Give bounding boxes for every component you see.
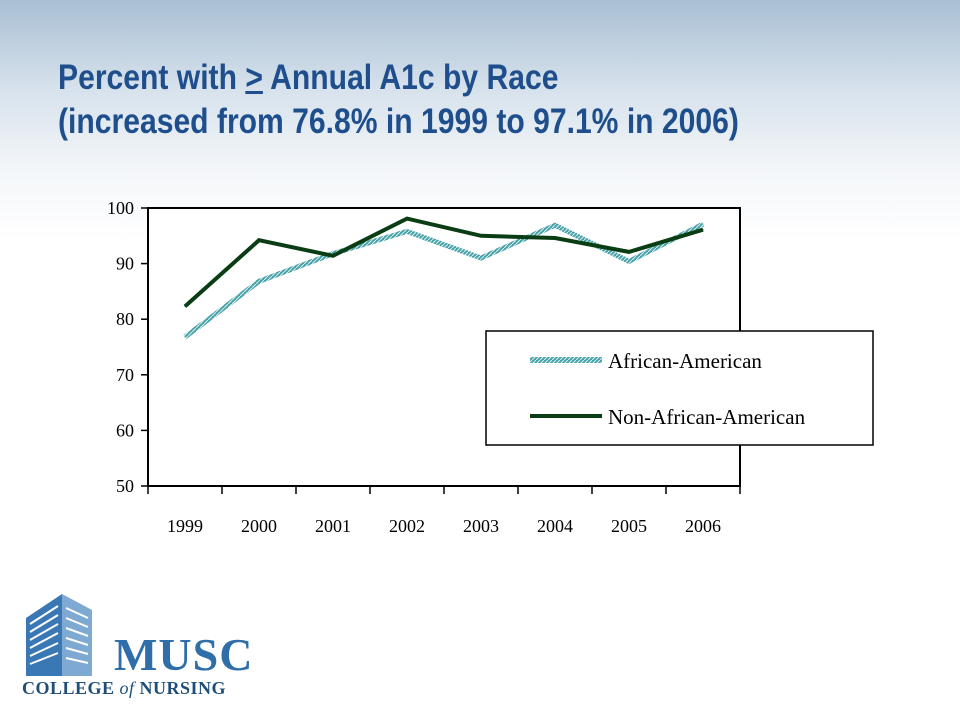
x-tick-label: 2005 — [611, 516, 647, 536]
building-icon — [26, 594, 92, 676]
data-point-non-african-american — [702, 229, 704, 231]
data-point-non-african-american — [554, 237, 556, 239]
data-point-non-african-american — [628, 251, 630, 253]
y-tick-label: 70 — [116, 365, 134, 385]
title-line-1-suffix: Annual A1c by Race — [262, 58, 559, 97]
x-tick-label: 2001 — [315, 516, 351, 536]
legend-label-non-african-american: Non-African-American — [608, 405, 806, 429]
y-tick-label: 60 — [116, 420, 134, 440]
y-tick-label: 90 — [116, 254, 134, 274]
greater-equal-symbol: > — [245, 58, 263, 97]
data-point-african-american — [480, 257, 482, 259]
data-point-african-american — [184, 336, 186, 338]
data-point-african-american — [702, 223, 704, 225]
title-line-1: Percent with > Annual A1c by Race — [58, 56, 815, 100]
x-tick-label: 2003 — [463, 516, 499, 536]
musc-wordmark: MUSC — [114, 629, 254, 680]
title-line-1-prefix: Percent with — [58, 58, 246, 97]
logo-tagline-of: of — [119, 678, 135, 698]
college-of-nursing-label: COLLEGE of NURSING — [22, 678, 226, 699]
x-tick-label: 2000 — [241, 516, 277, 536]
data-point-non-african-american — [258, 239, 260, 241]
x-tick-label: 2004 — [537, 516, 573, 536]
title-line-2: (increased from 76.8% in 1999 to 97.1% i… — [58, 102, 739, 141]
legend-label-african-american: African-American — [608, 349, 762, 373]
y-tick-label: 50 — [116, 476, 134, 496]
logo-tagline-suffix: NURSING — [134, 678, 227, 698]
data-point-african-american — [628, 260, 630, 262]
data-point-african-american — [258, 280, 260, 282]
data-point-non-african-american — [184, 305, 186, 307]
musc-logo: MUSC COLLEGE of NURSING — [22, 588, 252, 700]
series-line-non-african-american — [183, 216, 704, 308]
data-point-non-african-american — [406, 218, 408, 220]
x-tick-label: 2006 — [685, 516, 721, 536]
data-point-african-american — [554, 224, 556, 226]
slide-title: Percent with > Annual A1c by Race (incre… — [58, 56, 815, 144]
x-tick-label: 2002 — [389, 516, 425, 536]
series-line-african-american — [183, 221, 705, 339]
y-tick-label: 100 — [107, 198, 134, 218]
data-point-non-african-american — [480, 235, 482, 237]
legend-box — [485, 330, 874, 446]
y-tick-label: 80 — [116, 309, 134, 329]
data-point-african-american — [406, 230, 408, 232]
logo-tagline-prefix: COLLEGE — [22, 678, 120, 698]
data-point-non-african-american — [332, 255, 334, 257]
x-tick-label: 1999 — [167, 516, 203, 536]
